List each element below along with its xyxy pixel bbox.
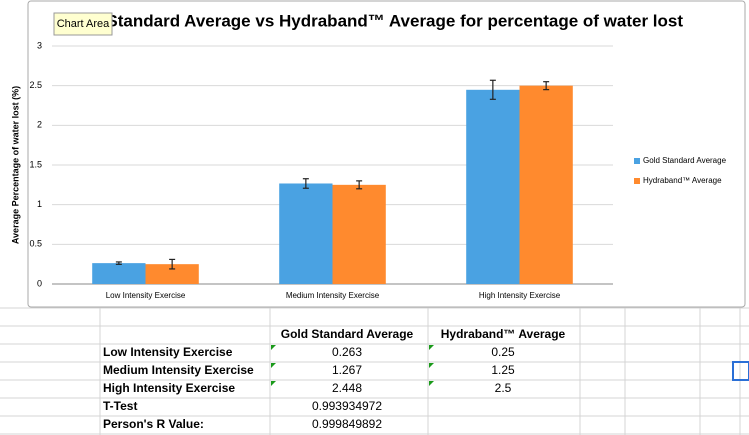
- row-label: High Intensity Exercise: [103, 381, 235, 395]
- bar: [466, 89, 520, 285]
- error-bar: [543, 81, 550, 91]
- cell-value: 2.5: [495, 381, 512, 395]
- error-bar: [302, 178, 309, 189]
- text-number-flag: [429, 381, 434, 386]
- error-bar: [115, 261, 122, 265]
- row-label: Person's R Value:: [103, 417, 204, 431]
- chart-title: Gold Standard Average vs Hydraband™ Aver…: [63, 11, 683, 30]
- bar: [519, 85, 573, 285]
- text-number-flag: [271, 345, 276, 350]
- y-tick-label: 2: [37, 120, 42, 130]
- text-number-flag: [271, 381, 276, 386]
- legend-label: Gold Standard Average: [643, 156, 727, 165]
- selected-cell[interactable]: [732, 361, 749, 381]
- bar: [92, 263, 146, 284]
- cell-value: 2.448: [332, 381, 362, 395]
- text-number-flag: [271, 363, 276, 368]
- y-tick-label: 1: [37, 199, 42, 209]
- row-label: T-Test: [103, 399, 137, 413]
- y-tick-label: 2.5: [29, 80, 42, 90]
- cell-value: 0.263: [332, 345, 362, 359]
- legend-swatch: [634, 158, 640, 164]
- error-bar: [356, 180, 363, 190]
- text-number-flag: [429, 363, 434, 368]
- cell-grid: [0, 300, 749, 435]
- cell-value: 0.25: [491, 345, 515, 359]
- bar: [279, 183, 333, 284]
- y-tick-label: 0.5: [29, 239, 42, 249]
- x-tick-label: High Intensity Exercise: [479, 291, 561, 300]
- text-number-flag: [429, 345, 434, 350]
- cell-value: 0.993934972: [312, 399, 382, 413]
- row-label: Low Intensity Exercise: [103, 345, 233, 359]
- error-bar: [169, 258, 176, 270]
- column-header: Hydraband™ Average: [441, 327, 566, 341]
- legend-swatch: [634, 178, 640, 184]
- column-header: Gold Standard Average: [281, 327, 414, 341]
- bar: [332, 184, 386, 284]
- y-tick-label: 0: [37, 278, 42, 288]
- tooltip-box: [53, 12, 113, 36]
- legend-label: Hydraband™ Average: [643, 176, 722, 185]
- cell-value: 0.999849892: [312, 417, 382, 431]
- cell-value: 1.25: [491, 363, 515, 377]
- y-tick-label: 3: [37, 40, 42, 50]
- x-tick-label: Medium Intensity Exercise: [286, 291, 380, 300]
- x-tick-label: Low Intensity Exercise: [106, 291, 186, 300]
- error-bar: [489, 79, 496, 100]
- bar: [145, 264, 199, 284]
- chart-area[interactable]: [27, 0, 746, 308]
- cell-value: 1.267: [332, 363, 362, 377]
- y-tick-label: 1.5: [29, 159, 42, 169]
- tooltip: Chart Area: [57, 18, 110, 30]
- row-label: Medium Intensity Exercise: [103, 363, 254, 377]
- y-axis-label: Average Percentage of water lost (%): [10, 86, 20, 244]
